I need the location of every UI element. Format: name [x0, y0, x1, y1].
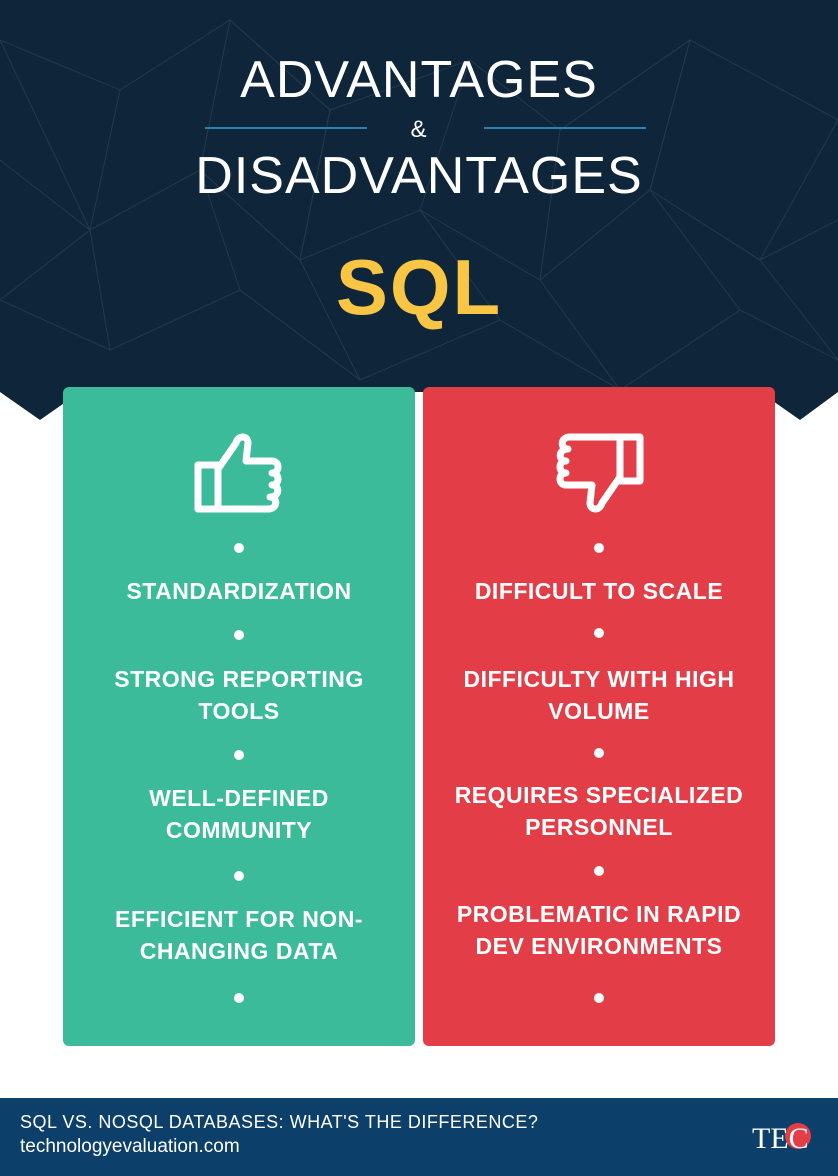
title-disadvantages: DISADVANTAGES — [195, 147, 643, 205]
bullet-dot — [594, 993, 604, 1003]
bullet-dot — [234, 750, 244, 760]
disadvantage-item: DIFFICULTY WITH HIGH VOLUME — [463, 666, 735, 724]
thumbs-down-icon — [556, 433, 644, 513]
advantages-panel: STANDARDIZATION STRONG REPORTING TOOLS W… — [63, 387, 415, 1046]
disadvantages-panel: DIFFICULT TO SCALE DIFFICULTY WITH HIGH … — [423, 387, 775, 1046]
advantage-item: STRONG REPORTING TOOLS — [114, 666, 364, 724]
bullet-dot — [234, 630, 244, 640]
bullet-dot — [234, 871, 244, 881]
advantage-item: STANDARDIZATION — [126, 578, 352, 604]
bullet-dot — [234, 543, 244, 553]
footer-headline: SQL VS. NOSQL DATABASES: WHAT'S THE DIFF… — [20, 1112, 539, 1132]
thumbs-up-icon — [194, 433, 282, 513]
footer-url[interactable]: technologyevaluation.com — [20, 1136, 240, 1157]
bullet-dot — [594, 543, 604, 553]
title-ampersand: & — [410, 116, 428, 143]
title-advantages: ADVANTAGES — [240, 51, 598, 109]
bullet-dot — [594, 748, 604, 758]
background-mesh-pattern — [0, 19, 838, 391]
bullet-dot — [234, 993, 244, 1003]
disadvantage-item: PROBLEMATIC IN RAPID DEV ENVIRONMENTS — [456, 901, 742, 959]
header-banner: ADVANTAGES & DISADVANTAGES SQL — [0, 0, 838, 420]
topic-title: SQL — [335, 243, 503, 331]
svg-text:TEC: TEC — [752, 1122, 809, 1154]
bullet-dot — [594, 628, 604, 638]
disadvantage-item: DIFFICULT TO SCALE — [474, 578, 724, 604]
advantage-item: WELL-DEFINED COMMUNITY — [149, 785, 329, 843]
title-divider-left — [205, 127, 367, 129]
title-divider-right — [484, 127, 646, 129]
bullet-dot — [594, 866, 604, 876]
footer-bar: SQL VS. NOSQL DATABASES: WHAT'S THE DIFF… — [0, 1098, 838, 1176]
advantage-item: EFFICIENT FOR NON-CHANGING DATA — [115, 906, 363, 964]
disadvantage-item: REQUIRES SPECIALIZED PERSONNEL — [454, 782, 744, 840]
tec-logo-icon: TEC — [752, 1122, 811, 1154]
